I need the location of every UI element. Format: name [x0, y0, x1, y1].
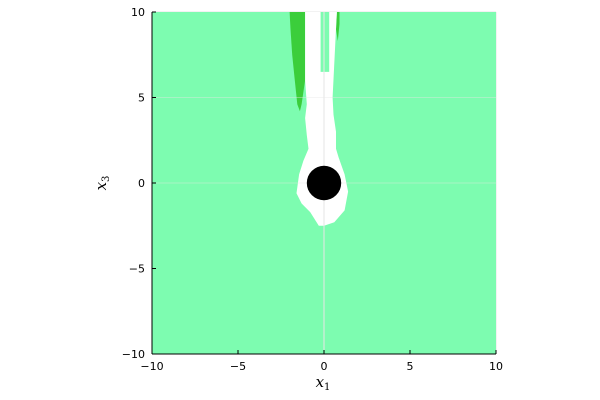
y-tick-label: −10 [122, 348, 145, 361]
x-tick-label: −5 [230, 360, 246, 373]
x-tick-label: 0 [321, 360, 328, 373]
y-tick-label: −5 [129, 263, 145, 276]
green-region-right [336, 12, 340, 42]
x-tick-label: −10 [140, 360, 163, 373]
tick-labels: −10 −5 0 5 10 −10 −5 0 5 10 [122, 6, 503, 373]
x-axis-label-sub: 1 [324, 382, 330, 393]
green-region-left [289, 12, 306, 112]
y-tick-label: 10 [131, 6, 145, 19]
y-axis-label: x3 [92, 176, 112, 191]
y-axis-label-sub: 3 [101, 176, 112, 182]
obstacle-disc [306, 165, 342, 201]
x-tick-label: 5 [407, 360, 414, 373]
y-tick-label: 0 [138, 177, 145, 190]
x-axis-label-base: x [316, 373, 325, 391]
x-axis-label: x1 [316, 373, 331, 393]
y-axis-label-base: x [92, 181, 110, 190]
x-tick-label: 10 [489, 360, 503, 373]
y-tick-label: 5 [138, 92, 145, 105]
obstacle-layer [306, 165, 342, 201]
